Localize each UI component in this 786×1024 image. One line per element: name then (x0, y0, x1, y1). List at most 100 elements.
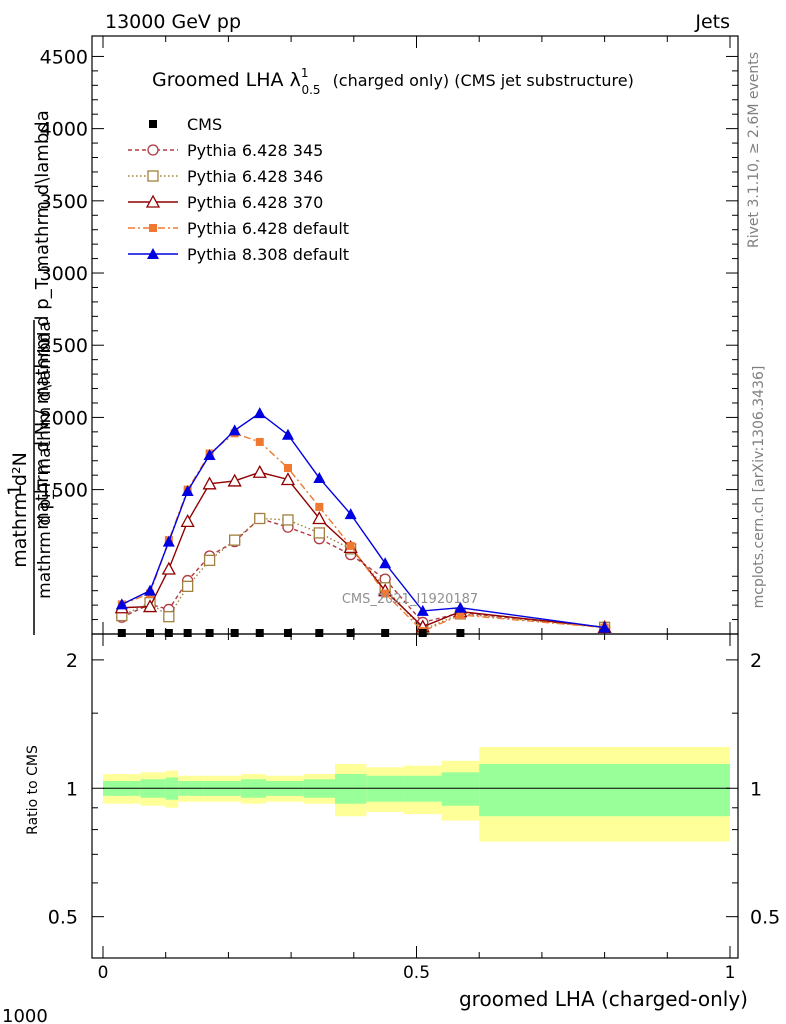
legend-label: Pythia 6.428 default (187, 219, 349, 238)
x-tick-label: 0 (98, 963, 109, 983)
series-point (416, 604, 429, 616)
corner-label: 1000 (2, 1006, 48, 1024)
series-point (142, 599, 158, 613)
chart-title-sub: 0.5 (301, 83, 320, 97)
chart-title-sup: 1 (301, 66, 309, 80)
cms-point (183, 629, 192, 637)
series-point (313, 472, 326, 484)
series-point (313, 527, 325, 539)
series-point (252, 464, 267, 478)
series-point (254, 512, 266, 525)
ratio-panel: 0 0.5 1 0.5 0.5 1 1 2 2 (48, 633, 780, 983)
x-tick-label: 1 (725, 963, 736, 983)
series-point (379, 557, 392, 569)
legend-marker (147, 144, 159, 156)
y-tick-label: 2500 (40, 335, 88, 357)
series-point (282, 514, 294, 526)
series-point (203, 448, 216, 460)
series-point (181, 580, 194, 593)
ylabel-one: 1 (4, 484, 26, 496)
series-point (203, 554, 216, 567)
legend-label: Pythia 8.308 default (187, 245, 349, 264)
ratio-y-tick-label-right: 2 (750, 650, 762, 672)
series-point (344, 508, 357, 520)
ratio-band-inner (441, 772, 480, 806)
ylabel-top: mathrm d²N (9, 452, 31, 568)
series-point (315, 502, 324, 511)
ylabel-top2: mathrm d p_T mathrm d\lambda (35, 321, 55, 599)
chart-title-rest: (charged only) (CMS jet substructure) (333, 71, 634, 90)
cms-point (164, 629, 173, 637)
legend-label: Pythia 6.428 345 (187, 141, 323, 160)
series-point (144, 584, 157, 596)
cms-series (117, 629, 465, 637)
analysis-watermark: CMS_2021_I1920187 (342, 592, 478, 607)
legend-marker (145, 194, 161, 208)
series-point (229, 534, 241, 546)
y-tick-label: 2000 (40, 407, 88, 429)
ratio-y-tick-label: 2 (66, 650, 78, 672)
cms-point (230, 629, 239, 637)
legend-marker (149, 224, 157, 232)
x-axis-label: groomed LHA (charged-only) (459, 987, 748, 1011)
cms-point (117, 629, 126, 637)
y-axis-label-group: mathrm d²N mathrm d p_T mathrm d\lambda … (4, 110, 55, 635)
cms-point (283, 629, 292, 637)
cms-point (146, 629, 155, 637)
cms-point (456, 629, 465, 637)
series-line (121, 471, 605, 629)
series-2 (114, 464, 612, 633)
series-point (180, 514, 195, 528)
series-point (253, 407, 266, 419)
series-point (161, 561, 176, 575)
legend-label: Pythia 6.428 370 (187, 193, 323, 212)
ratio-y-tick-label-right: 0.5 (750, 907, 780, 929)
legend-marker (147, 170, 159, 182)
series-point (115, 598, 128, 610)
series-point (281, 428, 294, 440)
series-point (202, 476, 217, 490)
ratio-frame (91, 633, 739, 959)
y-tick-label: 3000 (40, 263, 88, 285)
series-point (162, 535, 175, 547)
series-point (346, 541, 355, 550)
y-tick-label: 4500 (40, 46, 88, 68)
cms-point (315, 629, 324, 637)
series-point (312, 511, 327, 525)
chart-title-main: Groomed LHA λ (152, 69, 301, 91)
legend-item: Pythia 8.308 default (128, 245, 349, 264)
y-tick-label: 3500 (40, 191, 88, 213)
header-left: 13000 GeV pp (105, 11, 241, 33)
ratio-ylabel: Ratio to CMS (25, 745, 41, 835)
legend-item: Pythia 6.428 345 (128, 141, 323, 160)
series-point (283, 463, 292, 472)
cms-point (381, 629, 390, 637)
series-line (121, 412, 605, 629)
chart-title: Groomed LHA λ1 0.5 (charged only) (CMS jet… (152, 66, 634, 97)
mcplots-label: mcplots.cern.ch [arXiv:1306.3436] (751, 366, 767, 609)
series-4 (115, 407, 611, 633)
ratio-band-inner (334, 774, 367, 804)
legend-marker (147, 248, 159, 259)
header-right: Jets (694, 11, 730, 33)
legend: CMS Pythia 6.428 345 Pythia 6.428 346 Pythi… (128, 115, 349, 264)
y-tick-label: 4000 (40, 119, 88, 141)
series-point (227, 473, 242, 487)
series-point (255, 437, 264, 446)
cms-point (205, 629, 214, 637)
x-tick-label: 0.5 (403, 963, 430, 983)
legend-label: CMS (187, 115, 222, 134)
series-point (598, 621, 611, 633)
rivet-version-label: Rivet 3.1.10, ≥ 2.6M events (746, 52, 762, 248)
cms-point (255, 629, 264, 637)
series-point (228, 424, 241, 436)
legend-item: Pythia 6.428 default (128, 219, 349, 238)
series-point (163, 611, 175, 623)
cms-point (418, 629, 427, 637)
ratio-y-tick-label: 1 (66, 778, 78, 800)
series-line (121, 517, 605, 629)
ratio-y-tick-label: 0.5 (48, 907, 78, 929)
series-point (280, 472, 296, 486)
cms-point (346, 629, 355, 637)
series-point (181, 485, 194, 497)
